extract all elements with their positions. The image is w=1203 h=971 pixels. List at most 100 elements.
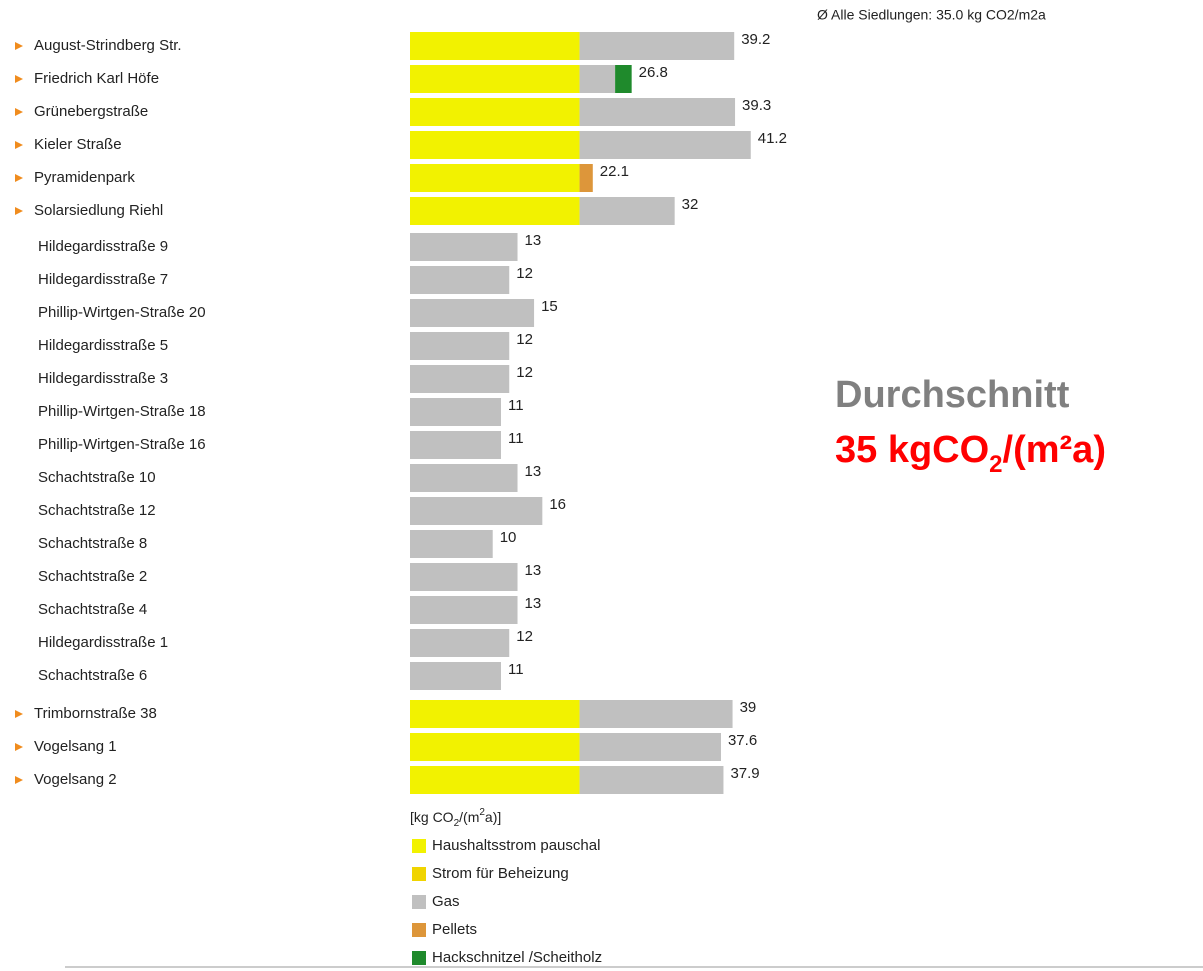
- bar-segment: [410, 700, 580, 728]
- category-label: Pyramidenpark: [34, 169, 135, 186]
- bar-segment: [579, 766, 724, 794]
- value-label: 13: [525, 595, 542, 612]
- bar-segment: [410, 266, 510, 294]
- value-label: 12: [516, 331, 533, 348]
- legend-swatch: [412, 895, 426, 909]
- category-label: Hildegardisstraße 5: [38, 337, 168, 354]
- expand-arrow: [15, 174, 23, 182]
- category-label: Friedrich Karl Höfe: [34, 70, 159, 87]
- unit-part: [kg CO: [410, 809, 454, 825]
- bar-segment: [410, 65, 580, 93]
- unit-part: 2: [479, 807, 485, 818]
- bar-segment: [410, 563, 518, 591]
- bar-segment: [579, 197, 675, 225]
- category-label: Hildegardisstraße 7: [38, 271, 168, 288]
- bar-segment: [579, 733, 721, 761]
- unit-part: /(m: [459, 809, 479, 825]
- expand-arrow: [15, 776, 23, 784]
- bar-segment: [410, 131, 580, 159]
- legend-swatch: [412, 951, 426, 965]
- subtitle: Ø Alle Siedlungen: 35.0 kg CO2/m2a: [817, 7, 1046, 23]
- annotation-part: /(m²a): [1003, 429, 1106, 471]
- value-label: 12: [516, 265, 533, 282]
- value-label: 11: [508, 397, 524, 414]
- category-label: Kieler Straße: [34, 136, 122, 153]
- annotation-part: 35 kgCO: [835, 429, 989, 471]
- legend-label: Pellets: [432, 921, 477, 938]
- value-label: 39: [740, 699, 757, 716]
- legend-label: Gas: [432, 893, 460, 910]
- bar-segment: [410, 164, 580, 192]
- unit-part: a)]: [485, 809, 501, 825]
- annotation-value: 35 kgCO2/(m²a): [835, 429, 1106, 478]
- bar-segment: [410, 299, 535, 327]
- bar-segment: [579, 65, 616, 93]
- bar-segment: [615, 65, 632, 93]
- legend-swatch: [412, 923, 426, 937]
- bar-segment: [410, 431, 501, 459]
- category-label: Schachtstraße 10: [38, 469, 156, 486]
- category-label: Phillip-Wirtgen-Straße 20: [38, 304, 206, 321]
- value-label: 22.1: [600, 163, 629, 180]
- legend-label: Hackschnitzel /Scheitholz: [432, 949, 602, 966]
- value-label: 37.9: [730, 765, 759, 782]
- category-label: Schachtstraße 4: [38, 601, 147, 618]
- bar-segment: [410, 662, 501, 690]
- bar-segment: [410, 629, 510, 657]
- value-label: 12: [516, 364, 533, 381]
- category-label: Hildegardisstraße 1: [38, 634, 168, 651]
- value-label: 11: [508, 430, 524, 447]
- category-label: Phillip-Wirtgen-Straße 18: [38, 403, 206, 420]
- bar-segment: [410, 733, 580, 761]
- category-label: August-Strindberg Str.: [34, 37, 182, 54]
- value-label: 39.2: [741, 31, 770, 48]
- value-label: 41.2: [758, 130, 787, 147]
- bar-segment: [410, 766, 580, 794]
- value-label: 32: [682, 196, 699, 213]
- bar-segment: [579, 700, 733, 728]
- category-label: Hildegardisstraße 9: [38, 238, 168, 255]
- bar-segment: [410, 464, 518, 492]
- value-label: 37.6: [728, 732, 757, 749]
- annotation-label: Durchschnitt: [835, 374, 1070, 416]
- value-label: 26.8: [639, 64, 668, 81]
- expand-arrow: [15, 108, 23, 116]
- value-label: 13: [525, 232, 542, 249]
- category-label: Schachtstraße 6: [38, 667, 147, 684]
- legend-swatch: [412, 839, 426, 853]
- category-label: Trimbornstraße 38: [34, 705, 157, 722]
- expand-arrow: [15, 42, 23, 50]
- value-label: 10: [500, 529, 517, 546]
- category-label: Phillip-Wirtgen-Straße 16: [38, 436, 206, 453]
- expand-arrow: [15, 141, 23, 149]
- expand-arrow: [15, 743, 23, 751]
- bar-segment: [410, 98, 580, 126]
- bar-segment: [410, 233, 518, 261]
- value-label: 39.3: [742, 97, 771, 114]
- category-label: Vogelsang 2: [34, 771, 117, 788]
- unit-label: [kg CO2/(m2a)]: [410, 807, 501, 829]
- legend-swatch: [412, 867, 426, 881]
- value-label: 16: [549, 496, 566, 513]
- expand-arrow: [15, 710, 23, 718]
- legend-label: Haushaltsstrom pauschal: [432, 837, 600, 854]
- bar-segment: [410, 596, 518, 624]
- category-label: Schachtstraße 12: [38, 502, 156, 519]
- value-label: 13: [525, 562, 542, 579]
- bar-segment: [410, 365, 510, 393]
- category-label: Grünebergstraße: [34, 103, 148, 120]
- bar-segment: [410, 332, 510, 360]
- category-label: Hildegardisstraße 3: [38, 370, 168, 387]
- bar-segment: [579, 32, 735, 60]
- bar-segment: [579, 131, 751, 159]
- bar-segment: [410, 398, 501, 426]
- value-label: 13: [525, 463, 542, 480]
- expand-arrow: [15, 75, 23, 83]
- bar-segment: [579, 98, 736, 126]
- category-label: Schachtstraße 8: [38, 535, 147, 552]
- bar-segment: [579, 164, 593, 192]
- bar-segment: [410, 197, 580, 225]
- value-label: 15: [541, 298, 558, 315]
- category-label: Schachtstraße 2: [38, 568, 147, 585]
